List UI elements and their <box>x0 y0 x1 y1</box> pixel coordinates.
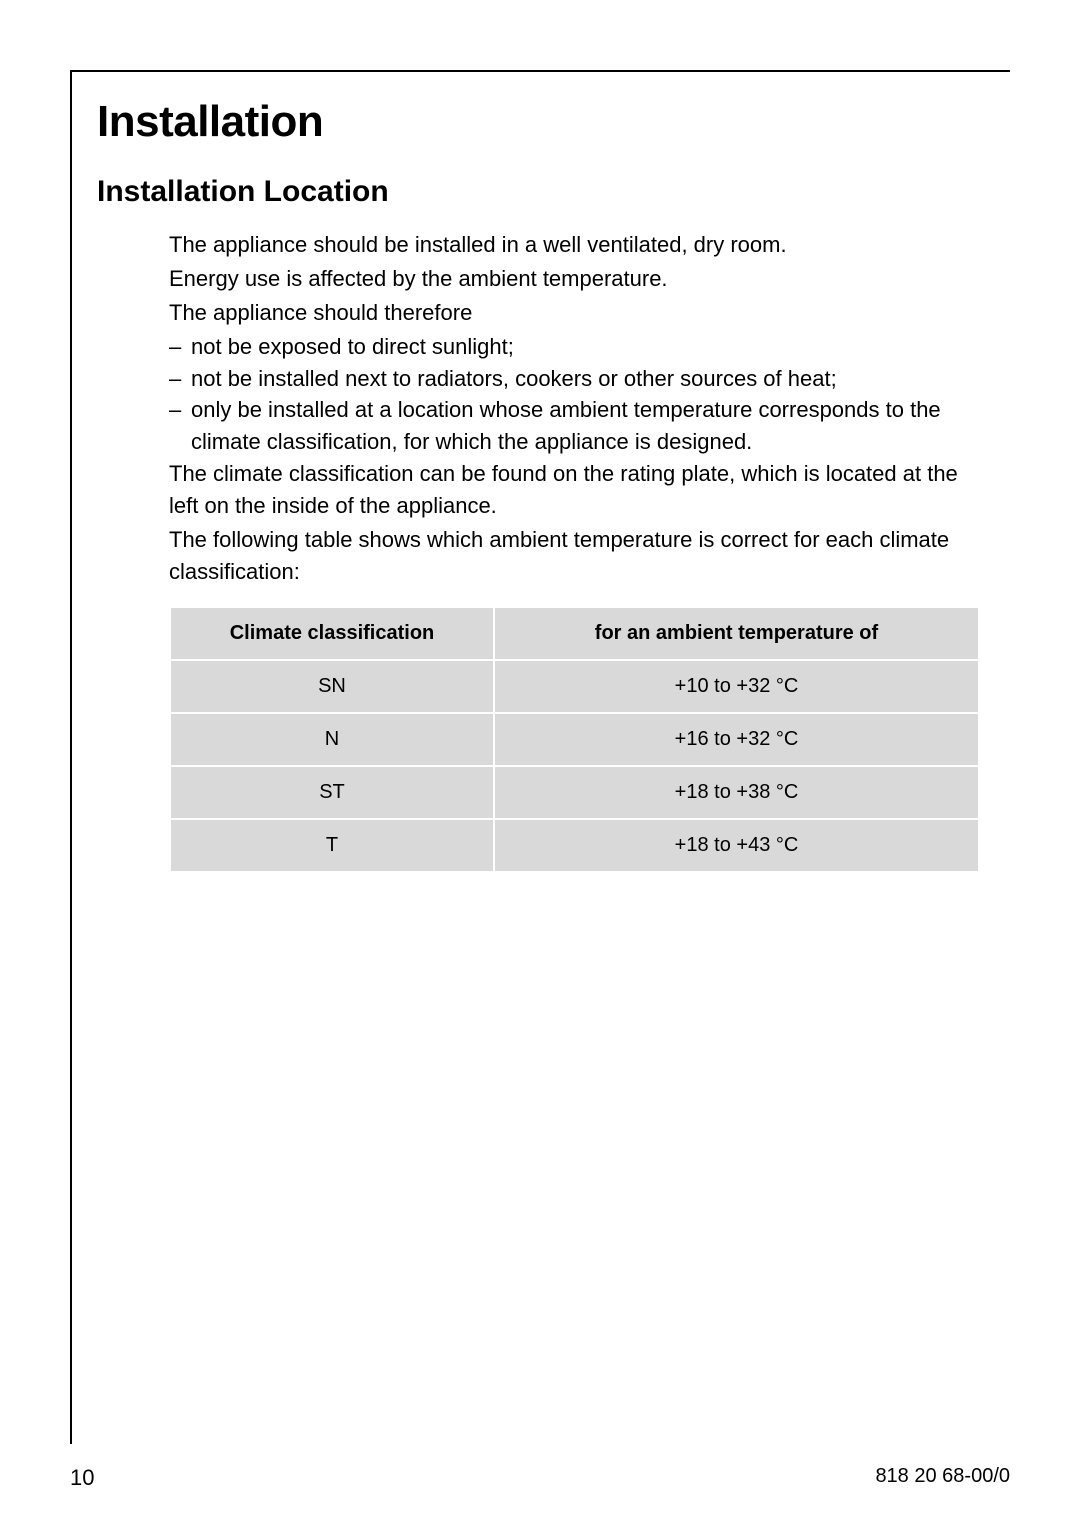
table-cell: N <box>171 714 493 765</box>
list-content: not be exposed to direct sunlight; <box>191 331 980 363</box>
table-cell: SN <box>171 661 493 712</box>
table-header-row: Climate classification for an ambient te… <box>171 608 978 659</box>
content-area: Installation Installation Location The a… <box>72 72 1010 873</box>
footer: 10 818 20 68-00/0 <box>70 1465 1010 1491</box>
list-content: only be installed at a location whose am… <box>191 394 980 458</box>
list-item: – not be installed next to radiators, co… <box>169 363 980 395</box>
table-header: Climate classification <box>171 608 493 659</box>
list-item: – not be exposed to direct sunlight; <box>169 331 980 363</box>
paragraph: The following table shows which ambient … <box>169 524 980 588</box>
paragraph: The appliance should therefore <box>169 297 980 329</box>
table-cell: +10 to +32 °C <box>495 661 978 712</box>
table-cell: ST <box>171 767 493 818</box>
table-row: ST +18 to +38 °C <box>171 767 978 818</box>
page-number: 10 <box>70 1465 94 1491</box>
dash-bullet: – <box>169 394 191 458</box>
table-cell: +18 to +43 °C <box>495 820 978 871</box>
table-row: N +16 to +32 °C <box>171 714 978 765</box>
page-frame: Installation Installation Location The a… <box>70 70 1010 1444</box>
table-row: T +18 to +43 °C <box>171 820 978 871</box>
table-row: SN +10 to +32 °C <box>171 661 978 712</box>
paragraph: The appliance should be installed in a w… <box>169 229 980 261</box>
main-title: Installation <box>97 97 980 147</box>
doc-reference: 818 20 68-00/0 <box>875 1465 1010 1491</box>
dash-bullet: – <box>169 363 191 395</box>
body-text: The appliance should be installed in a w… <box>169 229 980 588</box>
table-header: for an ambient temperature of <box>495 608 978 659</box>
climate-table: Climate classification for an ambient te… <box>169 606 980 873</box>
paragraph: The climate classification can be found … <box>169 458 980 522</box>
dash-bullet: – <box>169 331 191 363</box>
list-item: – only be installed at a location whose … <box>169 394 980 458</box>
section-title: Installation Location <box>97 175 980 209</box>
list-content: not be installed next to radiators, cook… <box>191 363 980 395</box>
table-cell: T <box>171 820 493 871</box>
table-cell: +16 to +32 °C <box>495 714 978 765</box>
table-cell: +18 to +38 °C <box>495 767 978 818</box>
paragraph: Energy use is affected by the ambient te… <box>169 263 980 295</box>
